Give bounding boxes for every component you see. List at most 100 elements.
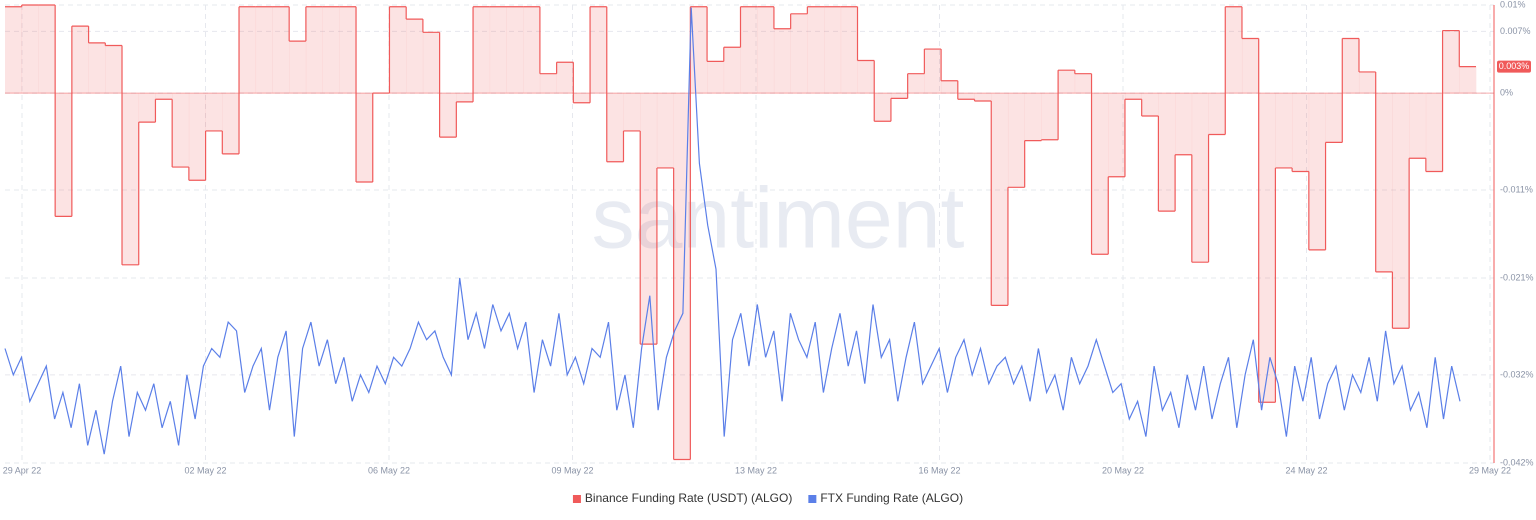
area-step <box>21 5 39 94</box>
area-step <box>122 93 140 265</box>
area-step <box>606 93 624 162</box>
area-step <box>773 28 791 94</box>
area-step <box>205 93 223 131</box>
area-step <box>55 93 73 217</box>
area-step <box>1442 30 1460 94</box>
area-step <box>1425 93 1443 172</box>
area-step <box>1292 93 1310 172</box>
y-tick-label: 0.01% <box>1500 0 1526 9</box>
y-tick-label: -0.042% <box>1500 457 1534 467</box>
area-step <box>1175 93 1193 155</box>
area-step <box>1275 93 1293 168</box>
area-step <box>1241 38 1259 94</box>
y-tick-label: 0% <box>1500 87 1513 97</box>
area-step <box>874 93 892 122</box>
area-step <box>1108 93 1126 177</box>
area-step <box>1409 93 1427 159</box>
area-step <box>339 6 357 94</box>
y-tick-label: -0.032% <box>1500 369 1534 379</box>
area-step <box>907 73 925 94</box>
area-step <box>1158 93 1176 212</box>
area-step <box>590 6 608 94</box>
x-tick-label: 13 May 22 <box>735 465 777 475</box>
area-step <box>1191 93 1209 263</box>
current-value-badge <box>1497 60 1531 73</box>
y-tick-label: -0.021% <box>1500 272 1534 282</box>
area-step <box>1124 93 1142 100</box>
x-tick-label: 24 May 22 <box>1285 465 1327 475</box>
area-step <box>71 26 89 94</box>
area-step <box>740 6 758 94</box>
legend-label: FTX Funding Rate (ALGO) <box>820 491 963 505</box>
area-step <box>556 62 574 94</box>
x-tick-label: 20 May 22 <box>1102 465 1144 475</box>
x-tick-label: 06 May 22 <box>368 465 410 475</box>
area-step <box>356 93 374 183</box>
x-tick-label: 29 Apr 22 <box>3 465 42 475</box>
area-step <box>389 6 407 94</box>
area-step <box>1058 70 1076 94</box>
area-step <box>489 6 507 94</box>
area-step <box>673 93 691 460</box>
area-step <box>506 6 524 94</box>
area-step <box>1007 93 1025 188</box>
current-value-label: 0.003% <box>1499 61 1530 71</box>
area-step <box>473 6 491 94</box>
area-step <box>757 6 775 94</box>
x-tick-label: 29 May 22 <box>1469 465 1511 475</box>
series-line <box>4 7 1461 455</box>
area-step <box>289 41 307 94</box>
area-step <box>1392 93 1410 329</box>
x-tick-label: 02 May 22 <box>184 465 226 475</box>
area-step <box>255 6 273 94</box>
area-step <box>623 93 641 131</box>
area-step <box>188 93 206 181</box>
area-step <box>857 60 875 94</box>
area-step <box>941 80 959 94</box>
area-step <box>88 42 106 94</box>
area-step <box>1325 93 1343 143</box>
area-step <box>322 6 340 94</box>
area-step <box>305 6 323 94</box>
area-step <box>222 93 240 154</box>
area-step <box>656 93 674 168</box>
x-tick-label: 09 May 22 <box>551 465 593 475</box>
area-step <box>1074 73 1092 94</box>
area-step <box>38 5 56 94</box>
area-step <box>890 93 908 99</box>
area-step <box>138 93 156 123</box>
area-step <box>1459 66 1477 94</box>
legend-swatch <box>808 495 817 503</box>
area-step <box>707 61 725 94</box>
area-step <box>1342 38 1360 94</box>
area-step <box>172 93 190 168</box>
area-step <box>1041 93 1059 140</box>
area-step <box>5 6 23 94</box>
area-step <box>523 6 541 94</box>
area-step <box>422 32 440 94</box>
area-step <box>1208 93 1226 135</box>
area-step <box>723 47 741 94</box>
area-step <box>1258 93 1276 403</box>
area-step <box>991 93 1009 306</box>
area-step <box>957 93 975 100</box>
area-step <box>573 93 591 103</box>
y-tick-label: 0.007% <box>1500 26 1531 36</box>
legend-swatch <box>572 495 581 503</box>
area-step <box>406 19 424 94</box>
area-step <box>155 93 173 100</box>
x-tick-label: 16 May 22 <box>918 465 960 475</box>
legend-label: Binance Funding Rate (USDT) (ALGO) <box>585 491 792 505</box>
area-step <box>824 6 842 94</box>
area-step <box>974 93 992 102</box>
y-tick-label: -0.011% <box>1500 184 1533 194</box>
area-step <box>439 93 457 138</box>
area-step <box>456 93 474 102</box>
area-step <box>807 6 825 94</box>
area-step <box>1308 93 1326 250</box>
watermark: santiment <box>592 171 965 267</box>
area-step <box>1091 93 1109 255</box>
area-step <box>272 6 290 94</box>
area-step <box>105 45 123 94</box>
